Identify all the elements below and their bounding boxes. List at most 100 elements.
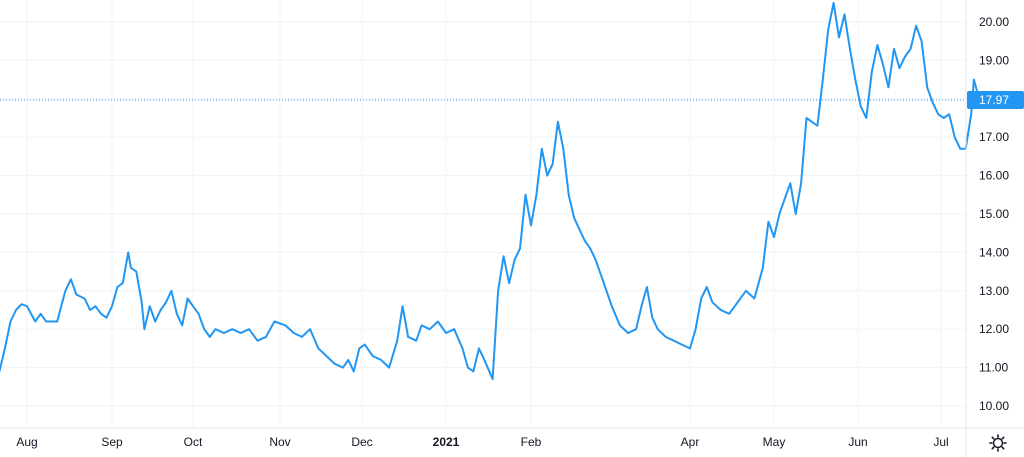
data-point xyxy=(795,213,797,215)
data-point xyxy=(40,313,42,315)
data-point xyxy=(467,367,469,369)
x-tick-label: Feb xyxy=(521,435,542,449)
y-tick-label: 10.00 xyxy=(979,399,1009,413)
grid-layer xyxy=(0,0,966,428)
data-point xyxy=(789,182,791,184)
y-tick-label: 13.00 xyxy=(979,284,1009,298)
data-point xyxy=(353,370,355,372)
data-point xyxy=(421,324,423,326)
data-point xyxy=(402,305,404,307)
data-point xyxy=(75,294,77,296)
data-point xyxy=(203,328,205,330)
data-point xyxy=(256,340,259,342)
x-axis[interactable]: Aug Sep Oct Nov Dec 2021 Feb Apr May Jun Jul xyxy=(0,427,1024,449)
x-tick-label: 2021 xyxy=(433,435,460,449)
data-point xyxy=(301,336,303,338)
data-point xyxy=(160,309,162,311)
data-point xyxy=(646,286,648,288)
data-point xyxy=(165,301,167,303)
data-point xyxy=(948,113,950,115)
gear-icon[interactable] xyxy=(989,434,1007,452)
data-point xyxy=(535,194,538,196)
data-point xyxy=(573,217,575,219)
data-point xyxy=(89,309,91,311)
data-point xyxy=(816,125,819,127)
data-point xyxy=(497,290,499,292)
data-point xyxy=(871,71,873,73)
data-point xyxy=(753,297,756,300)
data-point xyxy=(317,347,319,349)
data-point xyxy=(833,2,835,4)
data-point xyxy=(342,367,344,369)
data-point xyxy=(100,313,102,315)
data-point xyxy=(388,367,390,369)
settings-button[interactable] xyxy=(986,431,1010,455)
data-point xyxy=(860,105,862,108)
data-point xyxy=(589,248,591,250)
data-point xyxy=(445,332,447,334)
data-point xyxy=(843,13,846,15)
data-point xyxy=(681,344,683,346)
data-point xyxy=(635,328,637,330)
data-point xyxy=(959,148,961,150)
y-tick-label: 17.00 xyxy=(979,130,1009,144)
data-point xyxy=(223,332,225,334)
y-axis[interactable]: 10.00 11.00 12.00 13.00 14.00 15.00 16.00 17.00… xyxy=(965,0,1024,457)
data-point xyxy=(651,317,653,319)
data-point xyxy=(657,328,659,330)
data-point xyxy=(568,194,570,196)
data-point xyxy=(849,48,851,50)
data-point xyxy=(838,36,840,39)
y-tick-label: 15.00 xyxy=(979,207,1009,221)
data-point xyxy=(347,359,349,361)
series-layer xyxy=(0,1,981,395)
data-point xyxy=(943,117,945,119)
data-point xyxy=(827,29,829,31)
data-point xyxy=(519,248,521,250)
data-point xyxy=(364,344,366,346)
price-series-line[interactable] xyxy=(0,1,981,395)
data-point xyxy=(437,320,439,323)
x-tick-label: Apr xyxy=(681,435,700,449)
data-point xyxy=(503,255,505,257)
data-point xyxy=(15,309,17,311)
data-point xyxy=(745,290,747,292)
data-point xyxy=(45,320,47,323)
data-point xyxy=(181,324,183,326)
data-point xyxy=(524,194,527,196)
data-point xyxy=(4,347,6,349)
data-point xyxy=(325,355,328,357)
data-point xyxy=(973,79,975,81)
data-point xyxy=(26,305,28,307)
x-tick-label: Oct xyxy=(184,435,203,449)
data-point xyxy=(595,259,597,261)
data-point xyxy=(176,313,178,315)
data-point xyxy=(122,282,124,284)
data-point xyxy=(887,86,890,88)
data-point xyxy=(700,297,702,300)
data-point xyxy=(64,290,66,292)
data-point xyxy=(141,301,143,303)
data-point xyxy=(552,163,554,165)
data-point xyxy=(94,305,97,307)
data-point xyxy=(265,336,267,338)
data-point xyxy=(461,347,464,349)
data-point xyxy=(737,301,739,303)
data-point xyxy=(865,117,867,119)
data-point xyxy=(231,328,233,330)
data-point xyxy=(358,347,360,349)
data-point xyxy=(187,297,189,300)
data-point xyxy=(541,148,543,150)
data-point xyxy=(372,355,374,357)
data-point xyxy=(915,25,917,27)
data-point xyxy=(293,332,295,334)
data-point xyxy=(9,320,12,323)
data-point xyxy=(800,182,802,184)
last-price-label: 17.97 xyxy=(979,93,1009,107)
data-point xyxy=(472,370,474,372)
data-point xyxy=(209,336,211,338)
data-point xyxy=(530,224,532,227)
data-point xyxy=(192,305,194,307)
